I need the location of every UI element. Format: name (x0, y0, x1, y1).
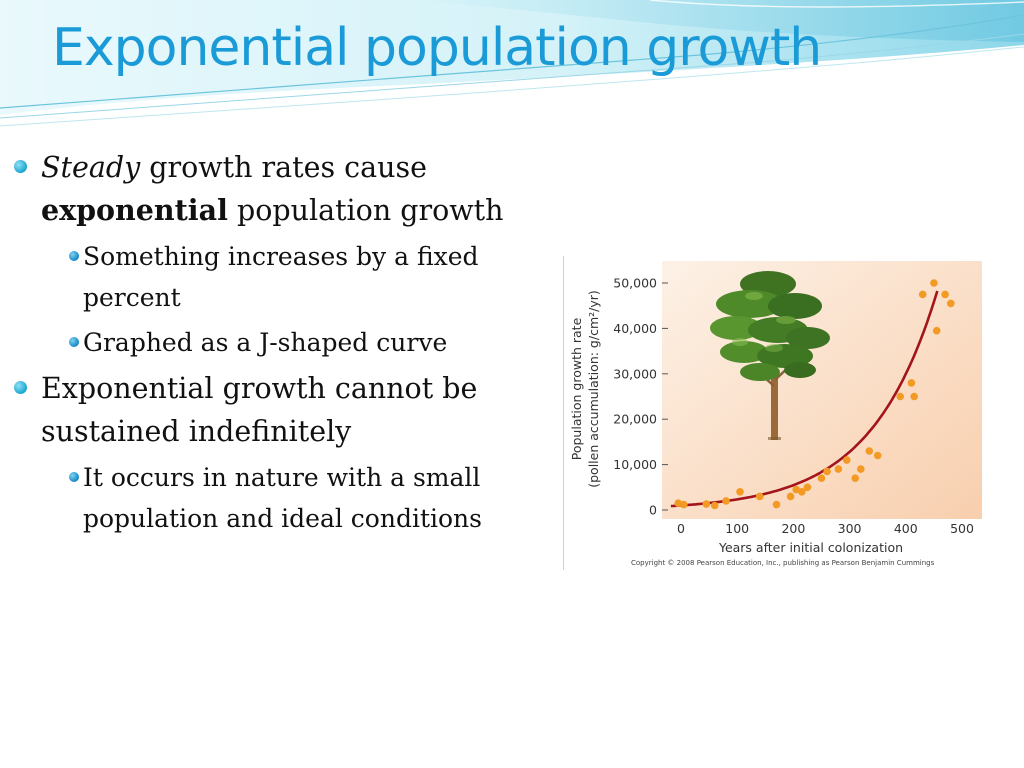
y-tick-label: 0 (649, 503, 657, 518)
x-tick-label: 200 (781, 521, 805, 536)
data-point (865, 447, 874, 455)
data-point (873, 451, 882, 460)
data-point (851, 474, 859, 482)
data-point (896, 392, 904, 401)
bullet-text: population growth (227, 194, 504, 227)
bullet-text: Graphed as a J-shaped curve (83, 328, 448, 357)
sub-bullet-item: Something increases by a fixed percent (14, 236, 539, 318)
data-point (817, 474, 826, 482)
bullet-text: Exponential growth cannot be sustained i… (41, 372, 478, 448)
y-axis-label-line2: (pollen accumulation: g/cm²/yr) (586, 290, 601, 488)
bullet-text: exponential (41, 193, 228, 227)
data-point (755, 492, 764, 501)
data-point (918, 290, 927, 299)
x-ticks: 0 100 200 300 400 500 (677, 521, 974, 536)
bullet-dot-icon (69, 472, 79, 482)
data-point (798, 488, 806, 496)
bullet-dot-icon (69, 337, 79, 347)
y-tick-label: 50,000 (613, 276, 657, 291)
data-point (680, 500, 688, 509)
bullet-text: It occurs in nature with a small populat… (83, 463, 482, 533)
population-growth-chart: 0 10,000 20,000 30,000 40,000 50,000 0 100 200 3… (569, 261, 982, 567)
data-point (932, 326, 941, 335)
x-tick-label: 100 (725, 521, 749, 536)
bullet-text: Steady (41, 151, 141, 184)
data-point (823, 467, 831, 476)
bullet-text: Something increases by a fixed percent (83, 242, 479, 312)
x-tick-label: 0 (677, 521, 685, 536)
y-tick-label: 40,000 (613, 321, 657, 336)
pine-tree-illustration (710, 271, 830, 440)
header-wave-background (0, 0, 1024, 127)
data-point (702, 500, 711, 508)
data-point (947, 299, 955, 308)
x-tick-label: 400 (894, 521, 918, 536)
data-points (674, 279, 955, 510)
data-point (736, 488, 744, 496)
copyright-notice: Copyright © 2008 Pearson Education, Inc.… (631, 559, 935, 567)
bullet-list: Steady growth rates cause exponential po… (14, 146, 539, 543)
exponential-growth-figure: 0 10,000 20,000 30,000 40,000 50,000 0 100 200 3… (563, 256, 982, 570)
data-point (710, 501, 719, 510)
data-point (910, 392, 918, 401)
x-tick-label: 500 (950, 521, 974, 536)
y-tick-label: 30,000 (613, 366, 657, 381)
data-point (907, 379, 916, 387)
y-axis-label-line1: Population growth rate (569, 317, 584, 460)
data-point (786, 492, 795, 501)
y-tick-label: 10,000 (613, 457, 657, 472)
bullet-dot-icon (14, 381, 27, 394)
data-point (930, 279, 938, 287)
x-axis-label: Years after initial colonization (718, 540, 903, 555)
y-ticks: 0 10,000 20,000 30,000 40,000 50,000 (613, 276, 668, 518)
data-point (722, 497, 730, 505)
sub-bullet-item: Graphed as a J-shaped curve (14, 322, 539, 363)
bullet-dot-icon (69, 251, 79, 261)
slide-title: Exponential population growth (52, 18, 822, 78)
data-point (803, 483, 812, 492)
bullet-item: Steady growth rates cause exponential po… (14, 146, 539, 232)
bullet-text: growth rates cause (140, 151, 427, 184)
sub-bullet-item: It occurs in nature with a small populat… (14, 457, 539, 539)
data-point (941, 290, 949, 299)
bullet-dot-icon (14, 160, 27, 173)
bullet-item: Exponential growth cannot be sustained i… (14, 367, 539, 453)
data-point (843, 456, 851, 464)
y-tick-label: 20,000 (613, 412, 657, 427)
x-tick-label: 300 (838, 521, 862, 536)
data-point (857, 465, 865, 473)
data-point (834, 465, 843, 473)
data-point (772, 500, 781, 509)
